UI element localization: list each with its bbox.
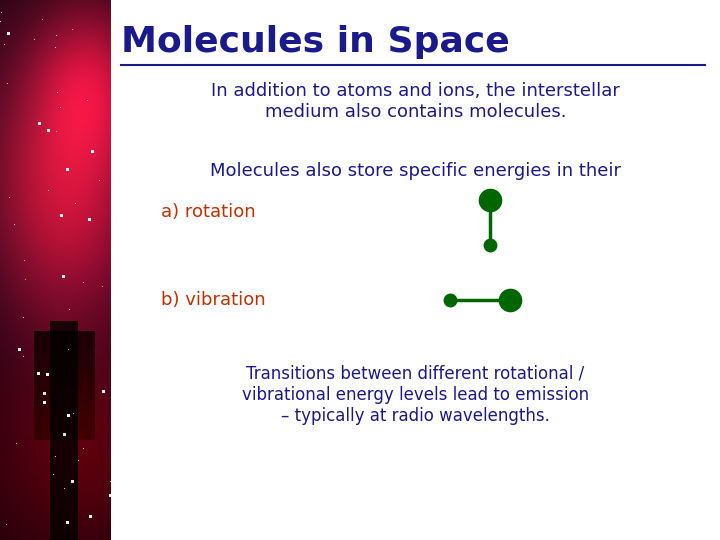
Text: Transitions between different rotational /
vibrational energy levels lead to emi: Transitions between different rotational… — [242, 365, 589, 424]
Text: b) vibration: b) vibration — [161, 291, 266, 309]
Text: Molecules in Space: Molecules in Space — [121, 25, 510, 59]
Text: a) rotation: a) rotation — [161, 203, 256, 221]
Text: In addition to atoms and ions, the interstellar
medium also contains molecules.: In addition to atoms and ions, the inter… — [211, 82, 620, 121]
Text: Molecules also store specific energies in their: Molecules also store specific energies i… — [210, 162, 621, 180]
